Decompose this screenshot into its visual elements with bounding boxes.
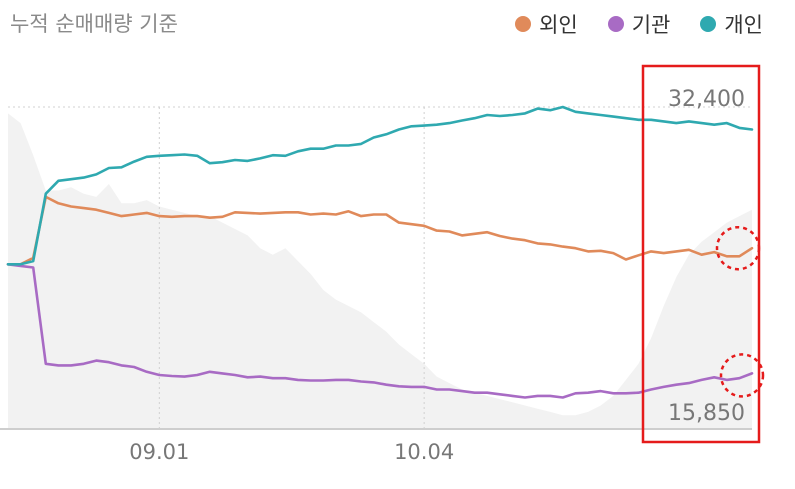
background-area <box>8 113 752 429</box>
legend: 외인 기관 개인 <box>515 9 763 39</box>
legend-dot-individual <box>700 16 717 32</box>
legend-label-institution: 기관 <box>631 13 671 37</box>
dotted-circle-institution <box>719 353 765 398</box>
legend-dot-foreign <box>515 16 532 32</box>
legend-label-foreign: 외인 <box>539 13 578 37</box>
chart-title: 누적 순매매량 기준 <box>10 12 178 36</box>
legend-item-foreign[interactable]: 외인 <box>515 9 578 39</box>
legend-item-individual[interactable]: 개인 <box>700 9 763 39</box>
x-tick-label-1: 10.04 <box>394 440 454 464</box>
dotted-circle-foreign <box>715 225 761 271</box>
legend-dot-institution <box>607 16 624 32</box>
legend-label-individual: 개인 <box>724 13 763 37</box>
y-label-max: 32,400 <box>668 87 745 112</box>
series-line-0 <box>6 195 754 266</box>
series-line-1 <box>6 262 754 399</box>
x-tick-label-0: 09.01 <box>129 440 189 464</box>
legend-item-institution[interactable]: 기관 <box>607 9 671 39</box>
highlight-box <box>641 64 761 444</box>
y-label-min: 15,850 <box>668 401 745 426</box>
series-line-2 <box>6 105 754 266</box>
